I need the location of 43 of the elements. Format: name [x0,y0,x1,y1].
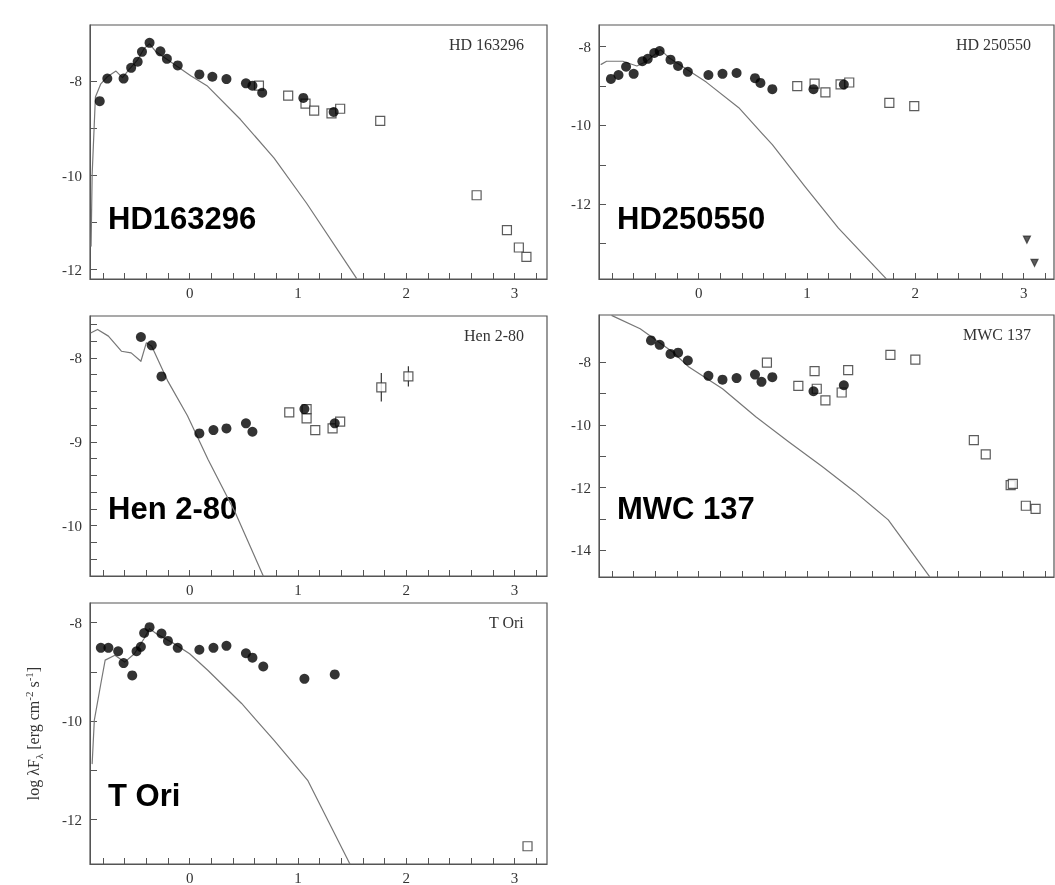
y-tick-label: -8 [578,38,591,55]
text: MWC 137 [963,325,1031,343]
y-tick-label: -12 [571,196,591,213]
y-tick-label: -12 [571,479,591,496]
y-tick-label: -8 [69,614,82,631]
x-tick-label: 3 [510,284,519,301]
x-tick-label: 3 [510,581,519,598]
text: HD 250550 [955,35,1031,53]
x-tick-label: 0 [694,284,703,301]
text: Hen 2-80 [464,326,524,344]
y-tick-label: -10 [62,167,82,184]
x-tick-label: 2 [402,581,410,598]
y-tick-label: -10 [62,713,82,730]
x-tick-label: 2 [402,869,410,885]
y-tick-label: -10 [571,416,591,433]
annotation: T Ori [108,778,181,814]
x-tick-label: 2 [402,284,410,301]
x-tick-label: 0 [185,284,194,301]
x-tick-label: 1 [294,284,302,301]
x-tick-label: 1 [803,284,811,301]
y-tick-label: -10 [571,117,591,134]
y-tick-label: -8 [69,349,82,366]
annotation: Hen 2-80 [108,490,238,526]
y-tick-label: -10 [62,517,82,534]
x-tick-label: 2 [911,284,920,301]
y-tick-label: -14 [571,542,592,559]
y-tick-label: -9 [69,433,82,450]
annotation: HD250550 [617,201,766,237]
y-tick-label: -8 [69,73,82,90]
x-tick-label: 1 [294,869,302,885]
y-tick-label: -12 [62,811,82,828]
x-tick-label: 1 [294,581,302,598]
y-tick-label: -8 [578,354,591,371]
y-tick-label: -12 [62,261,82,278]
x-tick-label: 3 [1019,284,1028,301]
y-axis-title: log λFλ [erg cm-2 s-1] [22,666,45,801]
text: HD 163296 [448,35,524,53]
text: T Ori [488,613,525,631]
x-tick-label: 0 [185,581,194,598]
x-tick-label: 0 [185,869,194,885]
x-tick-label: 3 [510,869,519,885]
annotation: MWC 137 [617,491,755,527]
annotation: HD163296 [108,201,257,237]
